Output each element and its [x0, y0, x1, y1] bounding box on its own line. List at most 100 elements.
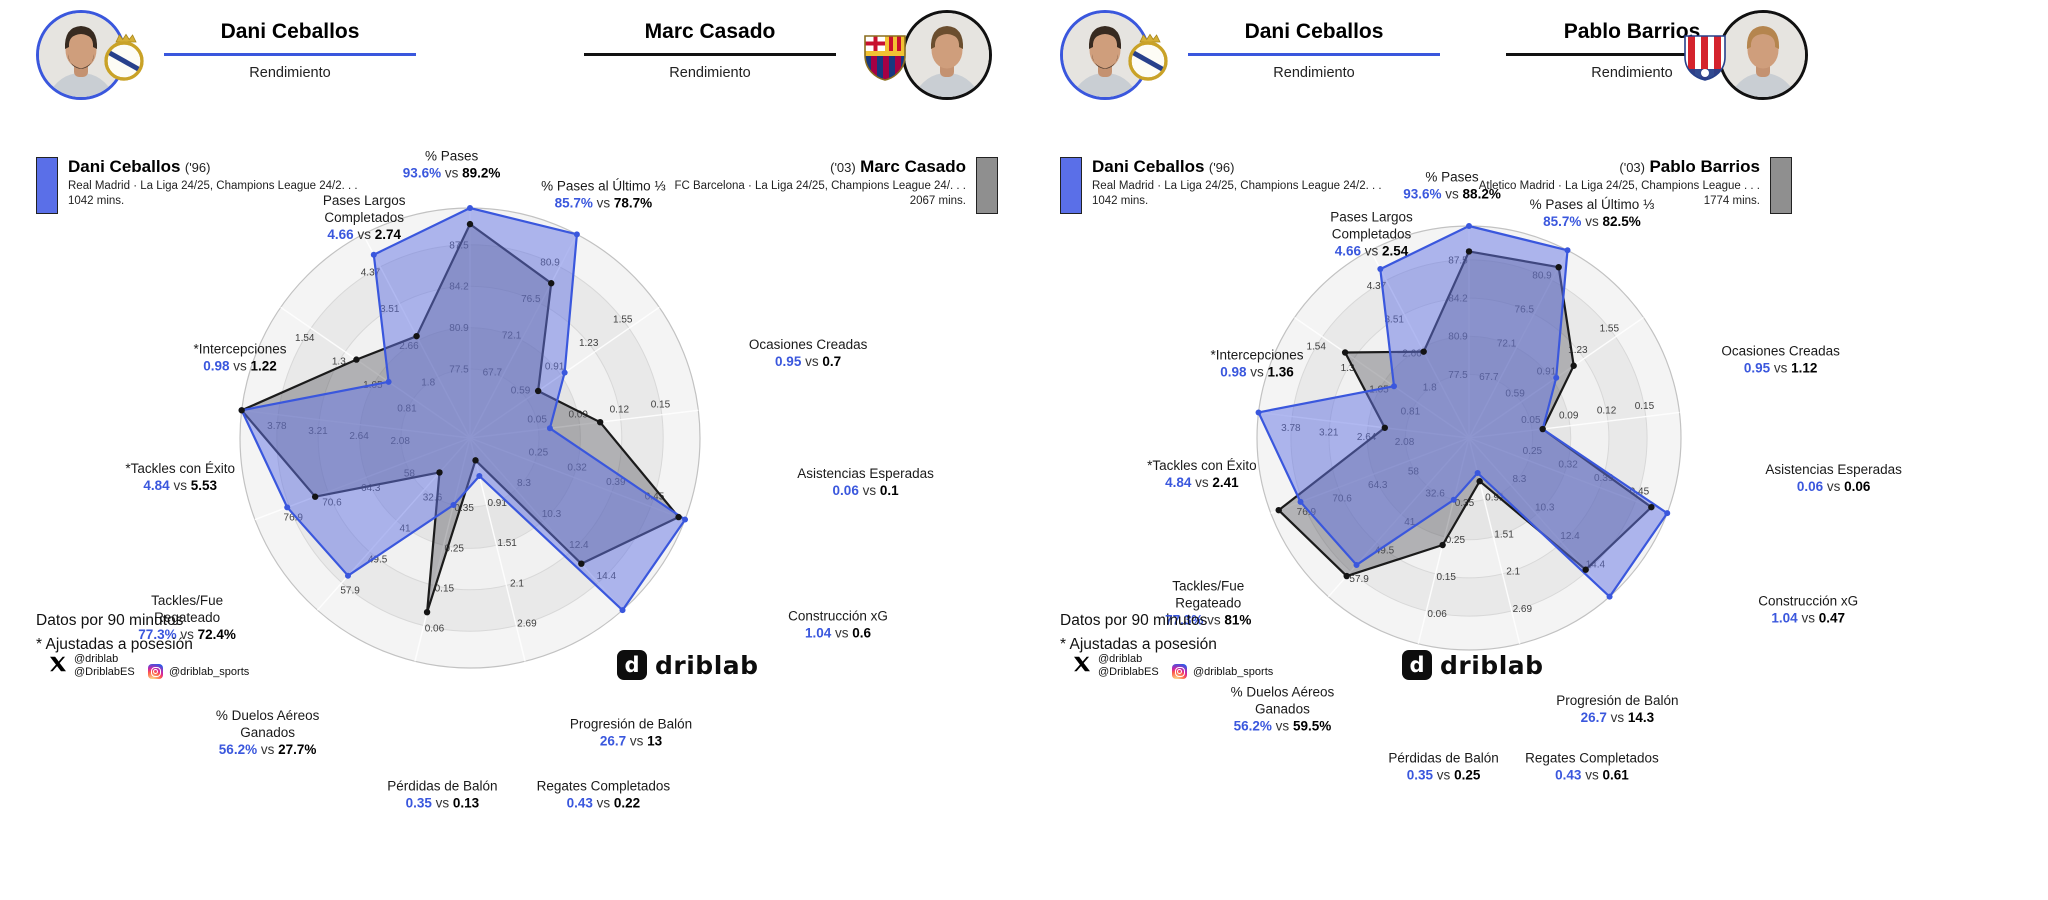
player2-color-swatch: [1770, 157, 1792, 214]
portrait-hair: [930, 26, 964, 49]
legend-player2-club: Atletico Madrid · La Liga 24/25, Champio…: [1478, 180, 1760, 192]
radar-tick-label: 10.3: [1535, 502, 1555, 513]
axis-values: 0.95 vs 1.12: [1744, 360, 1818, 375]
radar-ring: [400, 368, 540, 508]
radar-ring: [1256, 225, 1682, 651]
player1-data-point: [1390, 383, 1397, 390]
legend-player1-name: Dani Ceballos: [68, 157, 181, 176]
radar-ring: [239, 207, 701, 669]
radar-tick-label: 0.15: [651, 399, 671, 410]
axis-label: % Pases: [425, 148, 479, 163]
legend-player2: ('03) Pablo Barrios Atletico Madrid · La…: [1479, 157, 1792, 214]
instagram-handle[interactable]: @driblab_sports: [169, 666, 250, 678]
axis-values: 0.35 vs 0.13: [406, 796, 480, 811]
player2-data-point: [1539, 425, 1546, 433]
legend-player1: Dani Ceballos ('96) Real Madrid · La Lig…: [36, 157, 358, 214]
footnote-possession: * Ajustadas a posesión: [1060, 636, 1217, 653]
radar-ring: [1328, 297, 1610, 579]
radar-tick-label: 12.4: [1560, 531, 1580, 542]
driblab-logo: d driblab: [1402, 650, 1544, 680]
legend-player1-club: Real Madrid · La Liga 24/25, Champions L…: [1092, 180, 1382, 192]
x-handle-driblab[interactable]: @driblab: [1098, 653, 1143, 665]
axis-label: *Intercepciones: [1210, 348, 1303, 363]
player1-data-point: [476, 472, 483, 479]
radar-spoke: [1468, 411, 1680, 439]
radar-tick-label: 3.21: [308, 426, 328, 437]
axis-label: Pérdidas de Balón: [1388, 750, 1498, 765]
axis-values: 0.98 vs 1.36: [1220, 365, 1294, 380]
radar-tick-label: 0.39: [1594, 473, 1614, 484]
club-badge-image: [104, 33, 144, 81]
player2-photo: [902, 10, 992, 100]
player1-name: Dani Ceballos: [1244, 20, 1384, 43]
radar-tick-label: 0.25: [1446, 535, 1466, 546]
driblab-logo-icon: d: [617, 650, 647, 680]
radar-spoke: [1270, 437, 1470, 514]
axis-label: Regates Completados: [1525, 750, 1659, 765]
series-polygon-player2: [1277, 250, 1653, 578]
club-badge-image: [864, 35, 906, 81]
series-polygon-player1: [1257, 224, 1669, 598]
radar-tick-label: 1.3: [1341, 363, 1355, 374]
player1-data-point: [385, 378, 392, 385]
player2-data-point: [1555, 263, 1562, 271]
player2-name: Marc Casado: [644, 20, 776, 43]
legend-player1: Dani Ceballos ('96) Real Madrid · La Lig…: [1060, 157, 1382, 214]
x-handle-driblabes[interactable]: @DriblabES: [1098, 666, 1159, 678]
player-portrait-image: [905, 13, 989, 97]
x-handle-driblab[interactable]: @driblab: [74, 653, 119, 665]
instagram-handle[interactable]: @driblab_sports: [1193, 666, 1274, 678]
player1-name: Dani Ceballos: [220, 20, 360, 43]
radar-tick-label: 80.9: [1448, 332, 1468, 343]
instagram-icon[interactable]: [148, 664, 163, 679]
player1-data-point: [546, 425, 553, 432]
x-handle-driblabes[interactable]: @DriblabES: [74, 666, 135, 678]
player2-data-point: [1341, 349, 1349, 356]
axis-label: % Duelos Aéreos: [216, 708, 320, 723]
legend-player2-minutes: 2067 mins.: [909, 195, 966, 207]
driblab-logo-text: driblab: [1440, 650, 1544, 680]
player1-data-point: [1255, 409, 1262, 416]
radar-tick-label: 10.3: [542, 509, 562, 520]
radar-tick-label: 84.2: [1448, 294, 1468, 305]
player2-data-point: [1381, 424, 1389, 431]
player2-data-point: [423, 608, 431, 616]
legend-player1-club: Real Madrid · La Liga 24/25, Champions L…: [68, 180, 358, 192]
player2-data-point: [675, 513, 682, 521]
x-twitter-icon[interactable]: [1074, 656, 1090, 677]
player1-data-point: [561, 369, 568, 376]
player2-data-point: [353, 356, 360, 363]
radar-tick-label: 1.8: [421, 378, 435, 389]
axis-label: Pérdidas de Balón: [387, 779, 497, 794]
radar-tick-label: 57.9: [340, 585, 360, 596]
axis-values: 4.66 vs 2.54: [1335, 244, 1409, 259]
x-twitter-icon[interactable]: [50, 656, 66, 677]
radar-tick-label: 0.59: [1505, 388, 1525, 399]
player2-data-point: [1648, 503, 1655, 511]
player1-data-point: [682, 516, 689, 523]
radar-tick-label: 1.3: [332, 356, 346, 367]
legend-player1-minutes: 1042 mins.: [1092, 195, 1149, 207]
radar-tick-label: 2.66: [399, 341, 419, 352]
player2-data-point: [578, 560, 585, 567]
instagram-icon[interactable]: [1172, 664, 1187, 679]
portrait-hair: [1746, 26, 1780, 49]
radar-tick-label: 2.08: [1395, 437, 1415, 448]
player2-data-point: [534, 387, 542, 395]
legend-player2-club: FC Barcelona · La Liga 24/25, Champions …: [674, 180, 966, 192]
player1-data-point: [1353, 561, 1360, 568]
player1-data-point: [573, 231, 580, 238]
player2-data-point: [413, 332, 420, 340]
player1-data-point: [467, 205, 473, 211]
radar-tick-label: 58: [1408, 466, 1420, 477]
radar-chart: 77.5 80.9 84.2 87.5 67.7 72.1 76.5 80.9 0.59 0.91…: [1147, 169, 1902, 782]
axis-label: Ocasiones Creadas: [749, 337, 868, 352]
player2-data-point: [472, 457, 479, 464]
radar-spoke: [1468, 437, 1611, 598]
axis-label: Regates Completados: [537, 779, 671, 794]
radar-tick-label: 64.3: [361, 483, 381, 494]
radar-tick-label: 0.91: [1537, 367, 1557, 378]
radar-tick-label: 4.37: [1367, 281, 1387, 292]
player1-data-point: [619, 607, 626, 614]
axis-label: % Pases: [1425, 169, 1479, 184]
